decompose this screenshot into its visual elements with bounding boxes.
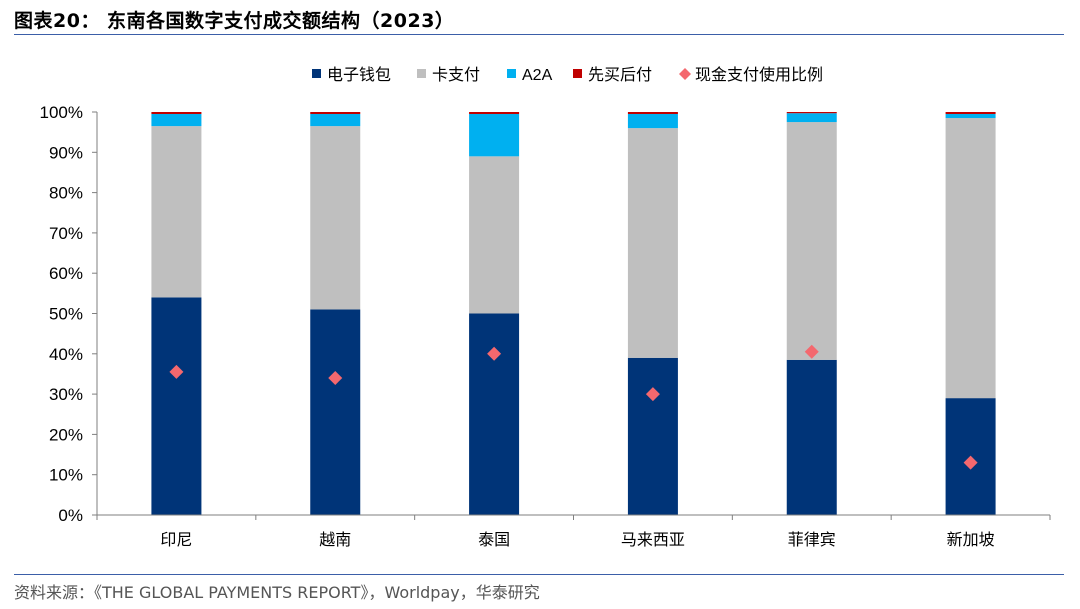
bar-segment: [627, 357, 678, 515]
bar-segment: [151, 112, 202, 115]
bar-segment: [151, 126, 202, 298]
source-divider: [14, 574, 1064, 575]
y-tick-label: 70%: [49, 224, 83, 243]
chart-title: 图表20： 东南各国数字支付成交额结构（2023）: [14, 10, 455, 32]
bar-segment: [627, 114, 678, 129]
x-tick-label: 菲律宾: [788, 530, 836, 549]
bar-segment: [469, 313, 520, 515]
x-tick-label: 新加坡: [947, 530, 995, 549]
bar-segment: [945, 118, 996, 399]
y-tick-label: 0%: [58, 506, 83, 525]
bar-segment: [945, 114, 996, 119]
y-tick-label: 30%: [49, 385, 83, 404]
y-tick-label: 90%: [49, 143, 83, 162]
bar-segment: [310, 309, 361, 515]
cash-marker: [169, 364, 184, 379]
bar-segment: [310, 114, 361, 127]
x-tick-label: 马来西亚: [621, 530, 685, 549]
bar-segment: [945, 112, 996, 115]
bar-segment: [469, 156, 520, 314]
y-tick-label: 20%: [49, 425, 83, 444]
cash-marker: [328, 370, 343, 385]
bar-segment: [627, 128, 678, 358]
y-tick-label: 50%: [49, 305, 83, 324]
bar-segment: [469, 112, 520, 115]
y-tick-label: 80%: [49, 184, 83, 203]
cash-marker: [487, 346, 502, 361]
bar-segment: [627, 112, 678, 115]
bar-segment: [786, 112, 837, 114]
legend: 电子钱包 卡支付 A2A 先买后付 现金支付使用比例: [312, 65, 823, 84]
bar-segment: [310, 126, 361, 310]
legend-label: 卡支付: [432, 65, 480, 84]
y-tick-label: 60%: [49, 264, 83, 283]
cash-marker: [645, 387, 660, 402]
source-note: 资料来源：《THE GLOBAL PAYMENTS REPORT》，Worldp…: [14, 583, 540, 602]
y-tick-label: 40%: [49, 345, 83, 364]
x-tick-label: 印尼: [160, 530, 192, 549]
legend-swatch: [573, 69, 582, 78]
y-tick-label: 10%: [49, 466, 83, 485]
x-tick-label: 越南: [319, 530, 351, 549]
legend-label: A2A: [522, 67, 553, 84]
y-axis: 0% 10% 20% 30% 40% 50% 60% 70% 80% 90% 100%: [40, 103, 98, 525]
y-tick-label: 100%: [40, 103, 83, 122]
cash-marker: [804, 344, 819, 359]
x-axis: 印尼 越南 泰国 马来西亚 菲律宾 新加坡: [96, 514, 1051, 549]
stacked-bar-chart: 电子钱包 卡支付 A2A 先买后付 现金支付使用比例 0% 10% 20% 30% 40% 50%…: [40, 65, 1051, 549]
legend-label: 电子钱包: [327, 65, 391, 84]
bar-segment: [469, 114, 520, 157]
cash-marker: [963, 455, 978, 470]
bars: [151, 112, 996, 515]
legend-swatch: [417, 69, 426, 78]
bar-segment: [151, 114, 202, 127]
bar-segment: [786, 359, 837, 515]
legend-swatch: [312, 69, 321, 78]
title-divider: [14, 34, 1064, 35]
bar-segment: [786, 113, 837, 123]
cash-markers: [169, 344, 978, 470]
bar-segment: [786, 122, 837, 360]
legend-swatch: [679, 68, 691, 80]
bar-segment: [151, 297, 202, 515]
legend-swatch: [507, 69, 516, 78]
x-tick-label: 泰国: [478, 530, 510, 549]
legend-label: 现金支付使用比例: [695, 65, 823, 84]
bar-segment: [310, 112, 361, 115]
legend-label: 先买后付: [588, 65, 652, 84]
